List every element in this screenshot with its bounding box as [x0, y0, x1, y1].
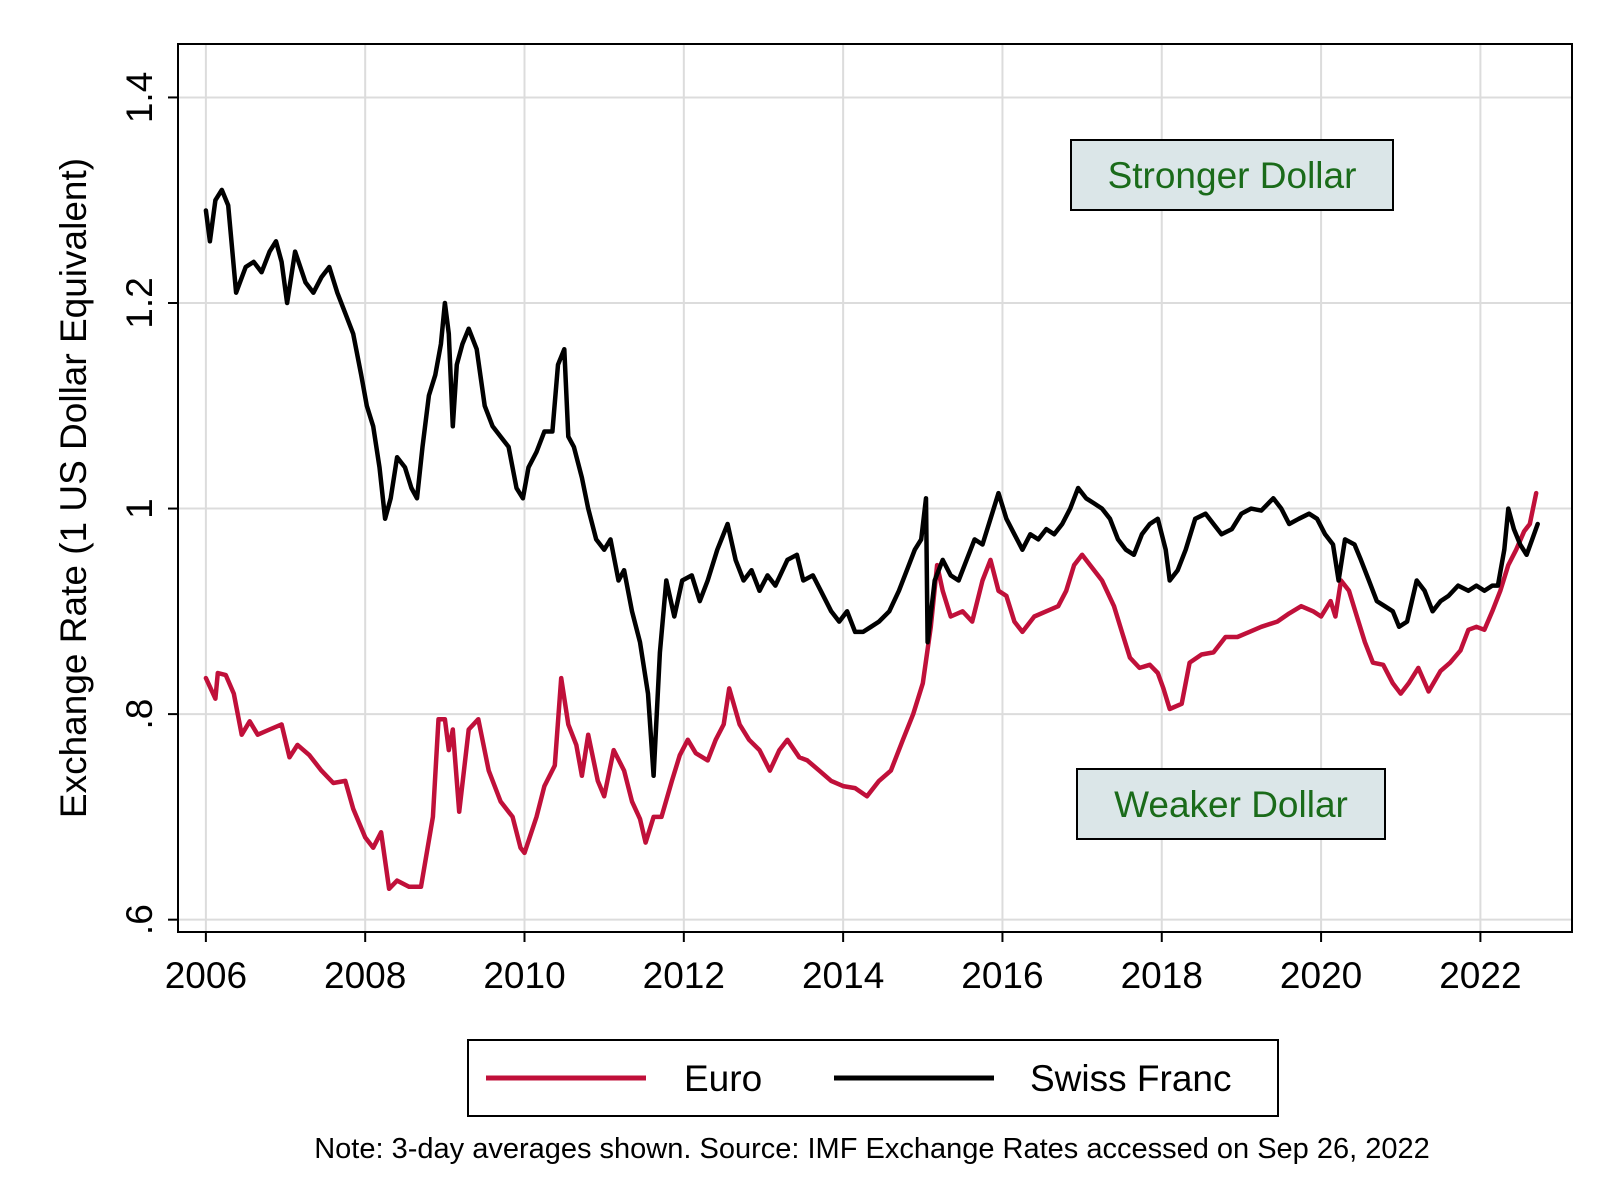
x-tick-label: 2012 — [643, 955, 725, 996]
weaker-dollar-box — [1076, 768, 1386, 840]
annotation-stronger-dollar: Stronger Dollar — [1070, 139, 1394, 211]
x-tick-label: 2018 — [1121, 955, 1203, 996]
annotation-weaker-dollar: Weaker Dollar — [1076, 768, 1386, 840]
y-axis-title: Exchange Rate (1 US Dollar Equivalent) — [53, 158, 94, 818]
stronger-dollar-label: Stronger Dollar — [1108, 155, 1357, 196]
y-tick-label: 1.2 — [119, 277, 160, 328]
y-tick-label: .8 — [119, 699, 160, 730]
legend-label-swiss-franc: Swiss Franc — [1030, 1058, 1231, 1099]
plot-frame — [177, 43, 1573, 933]
x-tick-label: 2014 — [802, 955, 884, 996]
weaker-dollar-label: Weaker Dollar — [1114, 784, 1348, 825]
x-tick-label: 2020 — [1280, 955, 1362, 996]
x-axis: 2006 2008 2010 2012 2014 2016 2018 2020 2022 — [165, 932, 1522, 996]
x-tick-label: 2022 — [1439, 955, 1521, 996]
legend: Euro Swiss Franc — [467, 1039, 1279, 1117]
series-line-swiss-franc — [203, 187, 1540, 779]
series-line-euro — [203, 490, 1539, 892]
x-tick-label: 2008 — [324, 955, 406, 996]
stronger-dollar-box — [1070, 139, 1394, 211]
y-tick-label: .6 — [119, 904, 160, 935]
y-axis: .6 .8 1 1.2 1.4 — [119, 72, 178, 935]
source-note: Note: 3-day averages shown. Source: IMF … — [314, 1133, 1430, 1165]
x-tick-label: 2016 — [961, 955, 1043, 996]
x-tick-label: 2006 — [165, 955, 247, 996]
y-tick-label: 1.4 — [119, 72, 160, 123]
series-lines — [203, 187, 1540, 892]
legend-label-euro: Euro — [684, 1058, 762, 1099]
x-tick-label: 2010 — [483, 955, 565, 996]
y-tick-label: 1 — [119, 498, 160, 519]
